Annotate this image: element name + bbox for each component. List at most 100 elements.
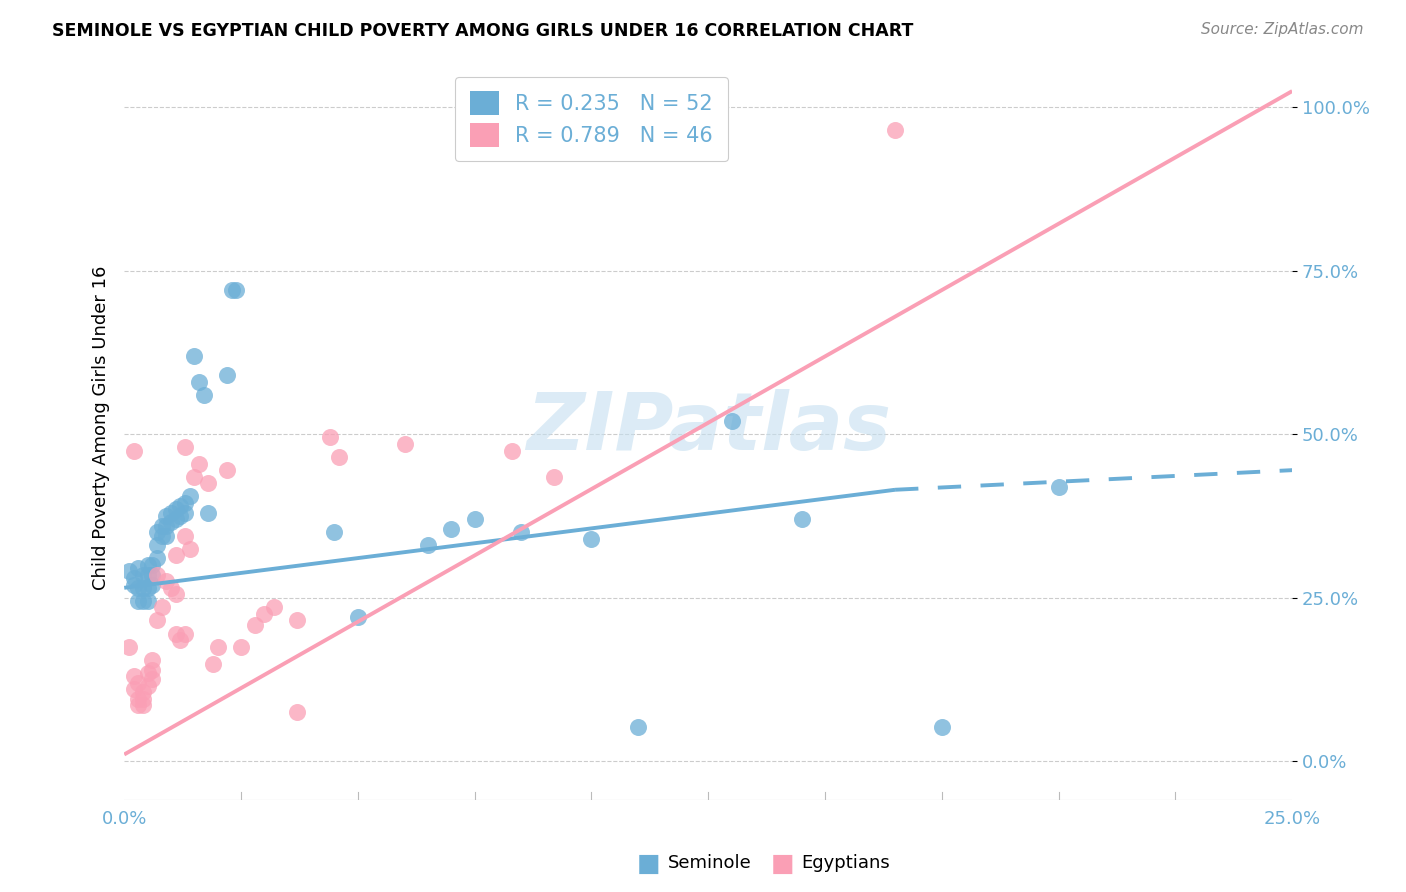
Point: [179, 541, 201, 556]
Point: [207, 640, 229, 654]
Point: [183, 349, 205, 363]
Point: [501, 443, 523, 458]
Point: [720, 414, 742, 428]
Point: [197, 506, 219, 520]
Point: [416, 538, 439, 552]
Point: [155, 574, 177, 589]
Point: [122, 577, 145, 591]
Point: [165, 626, 187, 640]
Point: [122, 669, 145, 683]
Point: [118, 565, 141, 579]
Point: [543, 469, 565, 483]
Point: [174, 496, 197, 510]
Point: [146, 551, 169, 566]
Point: [285, 705, 308, 719]
Point: [136, 679, 159, 693]
Point: [253, 607, 276, 621]
Point: [790, 512, 813, 526]
Text: Seminole: Seminole: [668, 855, 752, 872]
Point: [179, 489, 201, 503]
Point: [169, 633, 191, 648]
Point: [165, 548, 187, 562]
Point: [225, 284, 247, 298]
Point: [169, 508, 191, 523]
Point: [243, 618, 266, 632]
Y-axis label: Child Poverty Among Girls Under 16: Child Poverty Among Girls Under 16: [93, 266, 110, 590]
Point: [146, 567, 169, 582]
Point: [323, 525, 346, 540]
Point: [150, 518, 173, 533]
Point: [155, 508, 177, 523]
Point: [136, 594, 159, 608]
Point: [132, 581, 155, 595]
Point: [136, 581, 159, 595]
Point: [510, 525, 533, 540]
Point: [141, 653, 163, 667]
Point: [183, 469, 205, 483]
Point: [188, 375, 211, 389]
Point: [127, 594, 149, 608]
Legend: R = 0.235   N = 52, R = 0.789   N = 46: R = 0.235 N = 52, R = 0.789 N = 46: [456, 77, 728, 161]
Point: [127, 561, 149, 575]
Point: [285, 614, 308, 628]
Point: [146, 525, 169, 540]
Point: [150, 600, 173, 615]
Point: [169, 499, 191, 513]
Point: [122, 443, 145, 458]
Point: [884, 123, 907, 137]
Point: [160, 516, 183, 530]
Point: [132, 567, 155, 582]
Point: [627, 720, 650, 734]
Point: [165, 502, 187, 516]
Point: [141, 673, 163, 687]
Point: [440, 522, 463, 536]
Point: [1047, 479, 1070, 493]
Point: [160, 506, 183, 520]
Point: [160, 581, 183, 595]
Text: Egyptians: Egyptians: [801, 855, 890, 872]
Point: [931, 720, 953, 734]
Text: Source: ZipAtlas.com: Source: ZipAtlas.com: [1201, 22, 1364, 37]
Point: [188, 457, 211, 471]
Point: [127, 692, 149, 706]
Point: [155, 528, 177, 542]
Point: [394, 437, 416, 451]
Point: [201, 657, 224, 672]
Point: [122, 571, 145, 585]
Point: [221, 284, 243, 298]
Point: [136, 567, 159, 582]
Point: [215, 368, 238, 383]
Point: [136, 558, 159, 572]
Text: SEMINOLE VS EGYPTIAN CHILD POVERTY AMONG GIRLS UNDER 16 CORRELATION CHART: SEMINOLE VS EGYPTIAN CHILD POVERTY AMONG…: [52, 22, 914, 40]
Point: [118, 640, 141, 654]
Text: ■: ■: [770, 852, 794, 875]
Point: [127, 581, 149, 595]
Point: [146, 614, 169, 628]
Point: [174, 528, 197, 542]
Point: [328, 450, 350, 464]
Point: [197, 476, 219, 491]
Point: [581, 532, 603, 546]
Point: [174, 440, 197, 454]
Point: [122, 682, 145, 697]
Point: [464, 512, 486, 526]
Point: [165, 512, 187, 526]
Point: [127, 698, 149, 713]
Point: [215, 463, 238, 477]
Point: [127, 675, 149, 690]
Point: [146, 538, 169, 552]
Point: [141, 663, 163, 677]
Point: [150, 528, 173, 542]
Point: [132, 692, 155, 706]
Point: [319, 430, 342, 444]
Point: [229, 640, 252, 654]
Text: ZIPatlas: ZIPatlas: [526, 389, 891, 467]
Point: [132, 594, 155, 608]
Point: [174, 506, 197, 520]
Point: [132, 698, 155, 713]
Point: [141, 577, 163, 591]
Point: [155, 518, 177, 533]
Point: [136, 665, 159, 680]
Text: ■: ■: [637, 852, 661, 875]
Point: [346, 610, 368, 624]
